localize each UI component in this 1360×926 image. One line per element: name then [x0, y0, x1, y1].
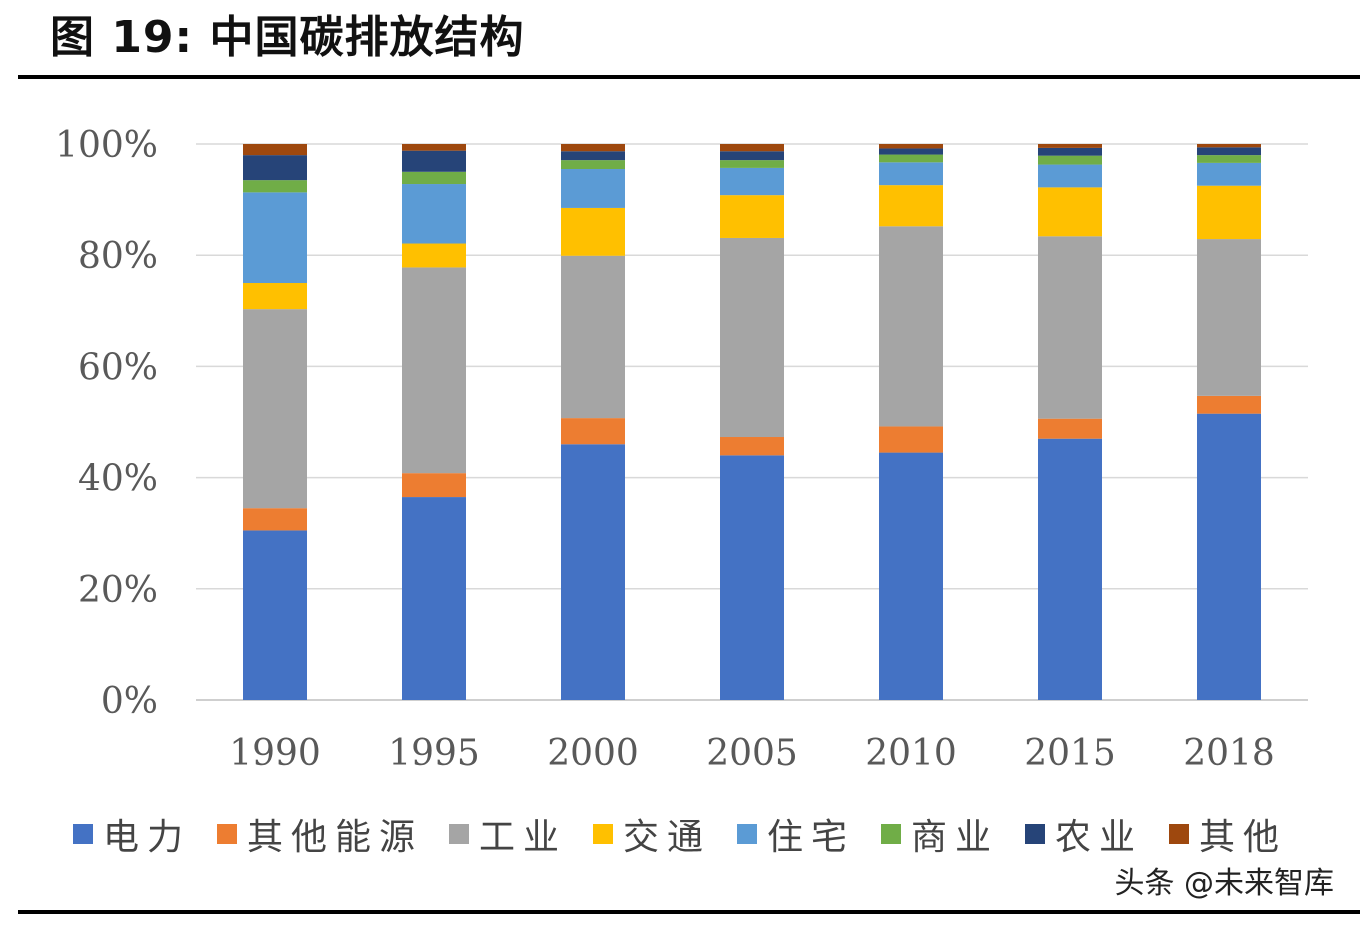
bar-segment	[561, 207, 625, 256]
legend-item: 农业	[1025, 808, 1143, 860]
bar-segment	[402, 497, 466, 700]
bar-segment	[879, 426, 943, 453]
legend-item: 其他	[1169, 808, 1287, 860]
bar-segment	[720, 167, 784, 196]
y-tick-label: 0%	[101, 681, 158, 722]
x-tick-label: 1990	[229, 733, 321, 774]
bar-segment	[561, 255, 625, 419]
bar-segment	[561, 160, 625, 170]
x-tick-label: 2000	[547, 733, 639, 774]
bar-segment	[561, 151, 625, 161]
bar-segment	[561, 169, 625, 208]
bottom-rule	[18, 910, 1360, 914]
y-tick-label: 20%	[78, 570, 158, 611]
x-tick-label: 2010	[865, 733, 957, 774]
bar-segment	[243, 309, 307, 509]
bar-segment	[720, 160, 784, 168]
legend-swatch	[1169, 824, 1190, 844]
legend-swatch	[737, 824, 757, 844]
x-tick-label: 2005	[706, 733, 798, 774]
bar-segment	[1197, 155, 1261, 163]
bar-segment	[879, 148, 943, 155]
legend-label: 其他能源	[246, 817, 423, 858]
legend-label: 其他	[1199, 817, 1288, 858]
bar-segment	[243, 144, 307, 156]
bar-segment	[1038, 438, 1102, 700]
legend-label: 交通	[622, 817, 711, 858]
bar-segment	[1197, 144, 1261, 148]
bar-segment	[879, 452, 943, 700]
legend-swatch	[216, 824, 237, 844]
legend-item: 其他能源	[216, 808, 423, 860]
legend-label: 住宅	[767, 817, 856, 858]
bar-segment	[720, 455, 784, 700]
y-tick-label: 100%	[55, 125, 158, 166]
bar-segment	[402, 473, 466, 498]
bar-segment	[243, 192, 307, 283]
legend-item: 电力	[72, 808, 191, 860]
bar-segment	[1197, 162, 1261, 186]
bar-segment	[720, 195, 784, 238]
bar-segment	[243, 530, 307, 700]
bar-segment	[561, 444, 625, 700]
legend-label: 商业	[911, 817, 1000, 858]
legend-item: 住宅	[737, 808, 855, 860]
bar-segment	[402, 150, 466, 172]
bar-segment	[1038, 164, 1102, 188]
x-tick-label: 2018	[1183, 733, 1275, 774]
bar-segment	[879, 226, 943, 427]
x-tick-label: 1995	[388, 733, 480, 774]
bar-segment	[879, 185, 943, 227]
bar-segment	[402, 144, 466, 151]
bar-segment	[1197, 395, 1261, 414]
y-tick-label: 40%	[78, 459, 158, 500]
bar-segment	[879, 144, 943, 149]
bar-segment	[1038, 187, 1102, 237]
bar-segment	[720, 237, 784, 438]
legend-label: 工业	[478, 817, 567, 858]
bar-segment	[1197, 413, 1261, 700]
bar-segment	[243, 508, 307, 531]
legend-swatch	[72, 824, 93, 844]
legend-swatch	[448, 824, 469, 844]
legend-swatch	[1025, 824, 1046, 844]
bar-segment	[879, 162, 943, 186]
legend-item: 商业	[881, 808, 999, 860]
watermark-text: 头条 @未来智库	[1114, 866, 1334, 901]
bar-segment	[1038, 155, 1102, 165]
bar-segment	[1197, 147, 1261, 156]
legend-label: 农业	[1055, 817, 1144, 858]
bar-segment	[243, 155, 307, 181]
bar-segment	[1038, 144, 1102, 148]
x-tick-label: 2015	[1024, 733, 1116, 774]
y-tick-label: 60%	[78, 347, 158, 388]
bar-segment	[561, 418, 625, 445]
bar-segment	[720, 437, 784, 456]
figure-title: 图 19: 中国碳排放结构	[50, 12, 525, 63]
top-rule	[18, 75, 1360, 79]
bar-segment	[561, 144, 625, 152]
bar-segment	[402, 171, 466, 185]
bar-segment	[1038, 236, 1102, 419]
bar-segment	[402, 267, 466, 474]
bar-segment	[1038, 147, 1102, 156]
chart-legend: 电力 其他能源 工业 交通 住宅 商业 农业 其他	[0, 808, 1360, 860]
bar-segment	[720, 151, 784, 161]
bar-segment	[243, 283, 307, 310]
legend-item: 工业	[448, 808, 567, 860]
bar-segment	[1197, 185, 1261, 240]
legend-label: 电力	[102, 817, 191, 858]
legend-swatch	[592, 824, 613, 844]
bar-segment	[402, 243, 466, 268]
legend-item: 交通	[592, 808, 711, 860]
bar-segment	[243, 180, 307, 193]
legend-swatch	[881, 824, 902, 844]
y-tick-label: 80%	[78, 236, 158, 277]
bar-segment	[1038, 418, 1102, 439]
bar-segment	[879, 154, 943, 163]
bar-segment	[1197, 239, 1261, 396]
bar-segment	[402, 184, 466, 244]
bar-segment	[720, 144, 784, 152]
